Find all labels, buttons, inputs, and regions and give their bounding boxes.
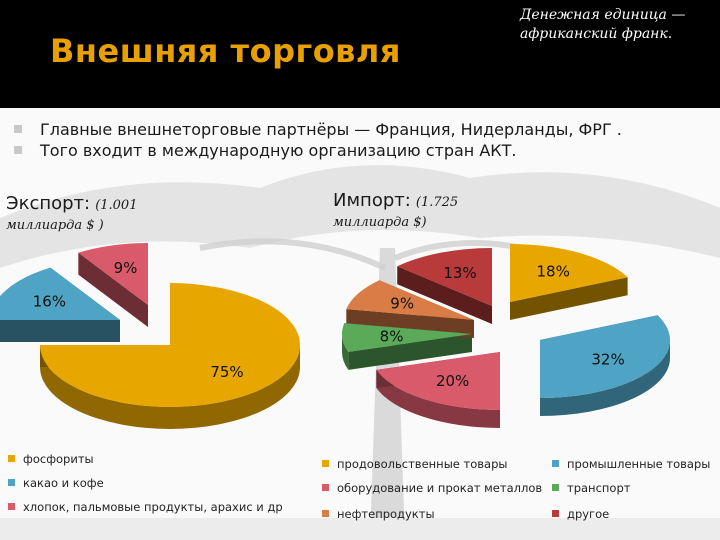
legend-swatch (552, 484, 559, 491)
bullet-square-icon (14, 146, 22, 154)
pie-slice (346, 280, 474, 320)
pie-slice (78, 243, 148, 305)
pie-slice (540, 315, 670, 398)
legend-item: хлопок, пальмовые продукты, арахис и др (8, 500, 283, 514)
legend-label: продовольственные товары (337, 457, 508, 471)
legend-label: промышленные товары (567, 457, 711, 471)
header-bar: Внешняя торговля Денежная единица — афри… (0, 0, 720, 108)
pie-slice-wall (510, 277, 628, 320)
legend-swatch (552, 510, 559, 517)
pie-slice-label: 8% (380, 327, 404, 345)
export-heading: Экспорт: (1.001 миллиарда $ ) (6, 193, 137, 233)
legend-label: фосфориты (23, 452, 94, 466)
import-amount: (1.725 (415, 195, 459, 210)
export-amount-unit: миллиарда $ ) (6, 218, 104, 233)
pie-slice (40, 283, 300, 407)
bullet-list: Главные внешнеторговые партнёры — Франци… (14, 120, 622, 162)
bullet-item: Главные внешнеторговые партнёры — Франци… (14, 120, 622, 141)
pie-slice-wall (78, 252, 148, 327)
pie-slice-label: 20% (436, 372, 469, 390)
legend-label: транспорт (567, 481, 631, 495)
pie-slice (397, 248, 492, 306)
legend-label: нефтепродукты (337, 507, 435, 521)
legend-swatch (322, 484, 329, 491)
pie-slice-wall (397, 266, 492, 324)
legend-label: хлопок, пальмовые продукты, арахис и др (23, 500, 283, 514)
pie-slice-side (40, 345, 300, 429)
legend-label: оборудование и прокат металлов (337, 481, 543, 495)
pie-slice (510, 244, 628, 302)
legend-swatch (8, 455, 15, 462)
bullet-square-icon (14, 125, 22, 133)
export-label: Экспорт: (6, 193, 91, 214)
pie-slice (376, 352, 500, 410)
legend-item: промышленные товары (552, 457, 710, 471)
legend-swatch (322, 510, 329, 517)
pie-slice-label: 32% (591, 350, 624, 368)
currency-note: Денежная единица — африканский франк. (520, 7, 686, 42)
pie-slice (0, 267, 120, 320)
pie-slice-side (376, 369, 500, 428)
legend-item: фосфориты (8, 452, 94, 466)
pie-slice-side (540, 340, 670, 416)
pie-slice-label: 16% (33, 292, 66, 310)
pie-slice-wall (346, 309, 474, 338)
bullet-item: Того входит в международную организацию … (14, 141, 622, 162)
legend-label: другое (567, 507, 610, 521)
pie-slice-label: 75% (210, 363, 243, 381)
legend-swatch (8, 479, 15, 486)
legend-item: оборудование и прокат металлов (322, 481, 542, 495)
pie-slice-label: 18% (537, 263, 570, 281)
legend-swatch (552, 460, 559, 467)
import-label: Импорт: (333, 190, 411, 211)
page-title: Внешняя торговля (50, 32, 401, 70)
export-amount: (1.001 (95, 198, 138, 213)
legend-item: продовольственные товары (322, 457, 507, 471)
legend-swatch (322, 460, 329, 467)
pie-slice-label: 9% (114, 259, 138, 277)
pie-slice-wall (0, 320, 120, 342)
import-amount-unit: миллиарда $) (333, 215, 427, 230)
legend-item: транспорт (552, 481, 630, 495)
legend-item: другое (552, 507, 609, 521)
pie-slice-label: 9% (390, 295, 414, 313)
import-heading: Импорт: (1.725 миллиарда $) (333, 190, 458, 230)
legend-item: нефтепродукты (322, 507, 435, 521)
pie-slice (342, 323, 472, 352)
pie-slice-side (342, 334, 349, 370)
legend-item: какао и кофе (8, 476, 104, 490)
legend-label: какао и кофе (23, 476, 104, 490)
legend-swatch (8, 503, 15, 510)
pie-slice-label: 13% (443, 264, 476, 282)
